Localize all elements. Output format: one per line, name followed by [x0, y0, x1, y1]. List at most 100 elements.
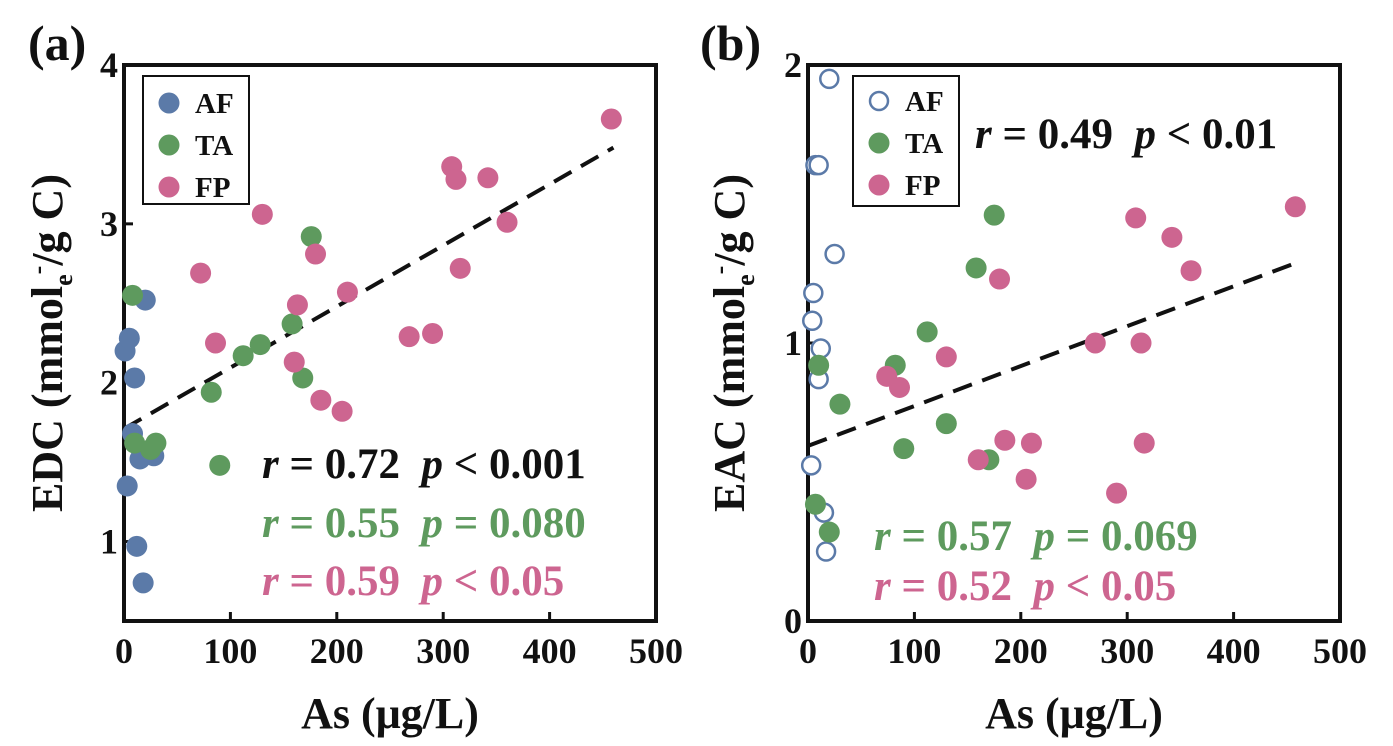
point-fp — [1284, 196, 1306, 218]
legend-marker-af — [868, 90, 890, 112]
y-axis-label: EDC (mmole-/g C) — [23, 174, 78, 512]
legend-label-ta: TA — [905, 128, 943, 160]
point-fp — [496, 211, 518, 233]
point-af — [819, 68, 840, 90]
legend-label-fp: FP — [195, 172, 230, 204]
point-ta — [232, 345, 254, 367]
point-af — [802, 310, 823, 332]
point-ta — [209, 454, 231, 476]
legend-label-fp: FP — [905, 170, 940, 202]
point-ta — [200, 381, 222, 403]
point-fp — [251, 203, 273, 225]
point-fp — [422, 322, 444, 344]
legend-label-af: AF — [905, 86, 944, 118]
point-ta — [145, 432, 167, 454]
legend-marker-ta — [868, 132, 890, 154]
point-fp — [1015, 468, 1037, 490]
trend-line — [807, 260, 1299, 448]
y-tick-label: 3 — [100, 204, 118, 244]
point-af — [810, 338, 832, 359]
x-tick-label: 200 — [994, 631, 1048, 671]
stat-annotation: r = 0.59 p < 0.05 — [262, 558, 564, 605]
point-fp — [445, 168, 467, 190]
x-tick-label: 200 — [310, 631, 364, 671]
point-fp — [935, 346, 957, 368]
point-fp — [398, 326, 420, 348]
point-ta — [916, 321, 938, 343]
legend-marker-ta — [158, 134, 180, 156]
x-axis-label: As (μg/L) — [985, 689, 1163, 738]
x-tick-label: 500 — [629, 631, 683, 671]
x-tick-label: 0 — [799, 631, 817, 671]
x-tick-label: 300 — [416, 631, 470, 671]
point-ta — [292, 367, 314, 389]
point-fp — [1020, 432, 1042, 454]
point-fp — [967, 449, 989, 471]
point-af — [824, 243, 845, 265]
point-fp — [1180, 260, 1202, 282]
point-fp — [286, 294, 308, 316]
x-tick-label: 0 — [115, 631, 133, 671]
point-fp — [283, 351, 305, 373]
stat-annotation: r = 0.49 p < 0.01 — [975, 111, 1277, 158]
y-tick-label: 2 — [100, 363, 118, 403]
point-fp — [310, 389, 332, 411]
stat-annotation: r = 0.72 p < 0.001 — [262, 441, 586, 488]
point-fp — [449, 257, 471, 279]
y-tick-label: 0 — [784, 601, 802, 641]
point-fp — [1084, 332, 1106, 354]
point-fp — [1133, 432, 1155, 454]
point-ta — [935, 413, 957, 435]
point-fp — [1125, 207, 1147, 229]
legend-label-ta: TA — [195, 130, 233, 162]
legend-marker-fp — [868, 174, 890, 196]
panel-label: (a) — [28, 15, 86, 71]
legend-marker-af — [158, 92, 180, 114]
panel-b: (b) 0 100 200 300 400 500 0 1 2 As (μg/L) EAC (mmol… — [700, 15, 1367, 738]
point-ta — [249, 334, 271, 356]
point-ta — [804, 493, 826, 515]
point-fp — [336, 281, 358, 303]
point-fp — [889, 376, 911, 398]
point-ta — [122, 284, 144, 306]
stat-annotation: r = 0.55 p = 0.080 — [262, 500, 586, 547]
point-fp — [305, 243, 327, 265]
point-fp — [331, 400, 353, 422]
point-fp — [190, 262, 212, 284]
point-ta — [829, 393, 851, 415]
point-ta — [300, 226, 322, 248]
point-af — [808, 154, 829, 176]
point-af — [118, 327, 140, 349]
y-tick-label: 1 — [100, 522, 118, 562]
x-axis-label: As (μg/L) — [301, 689, 479, 738]
y-tick-label: 2 — [784, 45, 802, 85]
point-ta — [281, 313, 303, 335]
point-ta — [893, 438, 915, 460]
point-fp — [1161, 226, 1183, 248]
point-af — [803, 282, 824, 304]
point-fp — [205, 332, 227, 354]
x-tick-label: 300 — [1100, 631, 1154, 671]
point-ta — [808, 354, 830, 376]
point-fp — [477, 167, 499, 189]
point-ta — [818, 521, 840, 543]
y-tick-label: 4 — [100, 45, 118, 85]
point-af — [116, 475, 138, 497]
y-axis-label: EAC (mmole-/g C) — [705, 174, 760, 512]
point-ta — [124, 432, 146, 454]
x-tick-label: 400 — [523, 631, 577, 671]
point-af — [124, 367, 146, 389]
trend-line — [123, 145, 615, 431]
x-tick-label: 100 — [887, 631, 941, 671]
point-fp — [1106, 482, 1128, 504]
point-ta — [965, 257, 987, 279]
y-tick-label: 1 — [784, 323, 802, 363]
legend-marker-fp — [158, 176, 180, 198]
panel-a: (a) 0 100 200 300 400 500 1 2 3 4 As (μg/L) EDC (mmo… — [23, 15, 683, 738]
x-tick-label: 500 — [1313, 631, 1367, 671]
x-tick-label: 100 — [203, 631, 257, 671]
point-ta — [983, 204, 1005, 226]
legend-label-af: AF — [195, 88, 234, 120]
panel-label: (b) — [700, 15, 761, 71]
